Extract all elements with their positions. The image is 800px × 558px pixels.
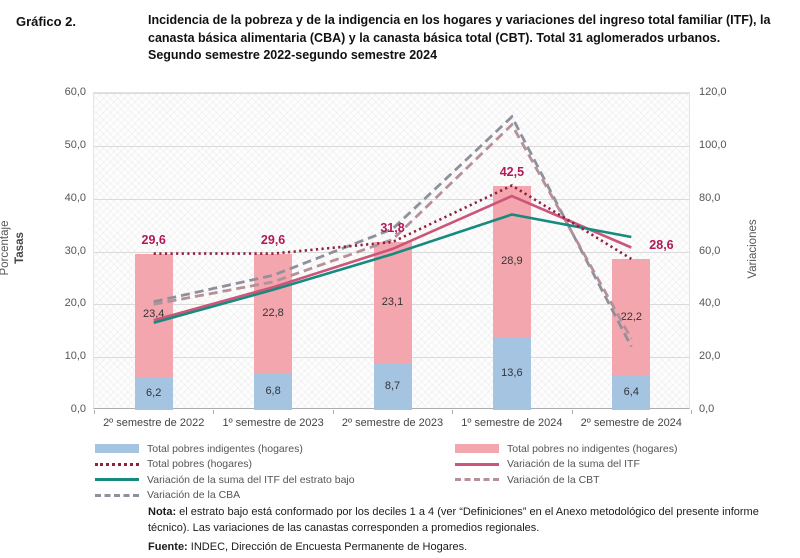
- bar-indigentes-segment: [492, 338, 531, 410]
- grid-line: [94, 93, 689, 94]
- legend-item: Total pobres no indigentes (hogares): [455, 441, 677, 457]
- bar-swatch-icon: [95, 444, 139, 454]
- bar-no-indigentes-segment: [254, 253, 293, 375]
- bar-indigentes-value-label: 6,4: [623, 386, 639, 399]
- bar-no-indigentes-segment: [373, 242, 412, 364]
- note-label: Nota:: [148, 506, 177, 518]
- right-axis-tick-label: 0,0: [699, 403, 715, 415]
- series-line: [153, 184, 632, 261]
- series-line: [153, 213, 632, 325]
- left-axis-tick-label: 40,0: [64, 191, 86, 204]
- legend-column: Total pobres no indigentes (hogares) Vari…: [455, 441, 677, 488]
- x-axis-category-label: 1º semestre de 2024: [461, 417, 563, 429]
- bar-indigentes-segment: [373, 364, 412, 410]
- legend-item: Variación de la CBA: [95, 488, 355, 504]
- legend-item-label: Total pobres (hogares): [147, 458, 253, 471]
- source-text: INDEC, Dirección de Encuesta Permanente …: [187, 541, 468, 553]
- right-axis-tick-label: 20,0: [699, 350, 721, 363]
- total-pobres-label: 29,6: [260, 232, 286, 247]
- title-line-3: Segundo semestre 2022-segundo semestre 2…: [148, 48, 438, 62]
- left-axis-tick-label: 60,0: [64, 86, 86, 98]
- title-line-2: canasta básica alimentaria (CBA) y la ca…: [148, 30, 721, 45]
- total-pobres-label: 29,6: [141, 232, 166, 247]
- right-axis-tick-label: 120,0: [699, 86, 727, 98]
- grid-line: [94, 145, 689, 147]
- bar-indigentes-segment: [254, 374, 293, 410]
- bar-no-indigentes-value-label: 23,1: [381, 296, 404, 308]
- note-row: Nota: el estrato bajo está conformado po…: [148, 505, 798, 536]
- bar-indigentes-value-label: 6,2: [146, 386, 162, 399]
- legend-item-label: Total pobres indigentes (hogares): [147, 442, 303, 455]
- legend-item-label: Variación de la suma del ITF del estrato…: [147, 473, 355, 486]
- x-axis-tick: [571, 410, 573, 414]
- left-axis-tick-label: 30,0: [64, 244, 86, 257]
- note-text: el estrato bajo está conformado por los …: [148, 506, 759, 534]
- bar-no-indigentes-value-label: 22,2: [620, 310, 642, 323]
- title-line-1: Incidencia de la pobreza y de la indigen…: [148, 13, 771, 27]
- dotted-swatch-icon: [95, 462, 139, 466]
- series-lines: [153, 114, 633, 348]
- legend-item-label: Total pobres no indigentes (hogares): [507, 442, 678, 455]
- right-axis-tick-label: 40,0: [699, 297, 721, 310]
- figure-label: Gráfico 2.: [16, 14, 76, 29]
- solid-swatch-icon: [455, 462, 499, 466]
- left-axis-tick-label: 50,0: [64, 138, 86, 151]
- bar-indigentes-value-label: 13,6: [501, 367, 523, 380]
- legend-item: Total pobres (hogares): [95, 457, 355, 473]
- bar-indigentes-value-label: 8,7: [384, 380, 401, 392]
- plot-area: Porcentaje Tasas Variaciones 0,0 10,0 20,0…: [0, 86, 759, 429]
- x-axis-tick: [332, 410, 334, 414]
- right-axis-tick-label: 100,0: [699, 138, 727, 151]
- left-axis-title: Porcentaje Tasas: [0, 183, 28, 313]
- legend-column: Total pobres indigentes (hogares) Total p…: [95, 441, 355, 503]
- x-axis-tick: [691, 410, 692, 414]
- left-axis-tick-label: 0,0: [70, 403, 86, 415]
- x-axis-tick: [452, 410, 454, 414]
- left-axis-tick-label: 20,0: [64, 297, 86, 310]
- legend-item-label: Variación de la CBT: [507, 473, 600, 486]
- solid-swatch-icon: [95, 478, 139, 482]
- bar-no-indigentes-value-label: 28,9: [501, 254, 523, 267]
- bar-no-indigentes-segment: [492, 185, 531, 339]
- bar-swatch-icon: [455, 444, 499, 454]
- bar-indigentes-segment: [134, 377, 173, 410]
- dashed-swatch-icon: [95, 493, 139, 497]
- right-axis-tick-label: 80,0: [699, 191, 721, 204]
- figure-notes: Nota: el estrato bajo está conformado po…: [148, 505, 798, 556]
- grid-line: [94, 198, 689, 200]
- x-axis-tick: [94, 410, 95, 414]
- legend-item-label: Variación de la suma del ITF: [507, 458, 640, 471]
- left-axis-tick-label: 10,0: [64, 350, 86, 363]
- x-axis-category-label: 2º semestre de 2024: [580, 417, 682, 429]
- legend-item-label: Variación de la CBA: [147, 489, 241, 502]
- total-pobres-label: 42,5: [499, 164, 525, 179]
- right-axis-tick-label: 60,0: [699, 244, 721, 257]
- figure-title: Incidencia de la pobreza y de la indigen…: [148, 12, 796, 65]
- source-label: Fuente:: [148, 541, 188, 553]
- legend-item: Total pobres indigentes (hogares): [95, 441, 355, 457]
- x-axis-tick: [213, 410, 215, 414]
- total-pobres-label: 28,6: [649, 237, 674, 252]
- bar-indigentes-segment: [612, 376, 651, 410]
- legend-item: Variación de la suma del ITF: [455, 457, 677, 473]
- series-line: [153, 122, 633, 340]
- legend-item: Variación de la suma del ITF del estrato…: [95, 472, 355, 488]
- left-axis-title-line2: Tasas: [14, 232, 26, 264]
- series-line: [153, 194, 632, 322]
- left-axis-title-line1: Porcentaje: [0, 220, 11, 276]
- source-row: Fuente: INDEC, Dirección de Encuesta Per…: [148, 540, 798, 556]
- bar-indigentes-value-label: 6,8: [265, 385, 281, 397]
- dashed-swatch-icon: [455, 478, 499, 482]
- x-axis-category-label: 2º semestre de 2022: [103, 417, 205, 429]
- bar-no-indigentes-value-label: 22,8: [262, 306, 284, 319]
- x-axis-category-label: 2º semestre de 2023: [341, 417, 444, 429]
- x-axis-category-label: 1º semestre de 2023: [222, 417, 324, 429]
- legend-item: Variación de la CBT: [455, 472, 677, 488]
- total-pobres-label: 31,8: [380, 221, 405, 235]
